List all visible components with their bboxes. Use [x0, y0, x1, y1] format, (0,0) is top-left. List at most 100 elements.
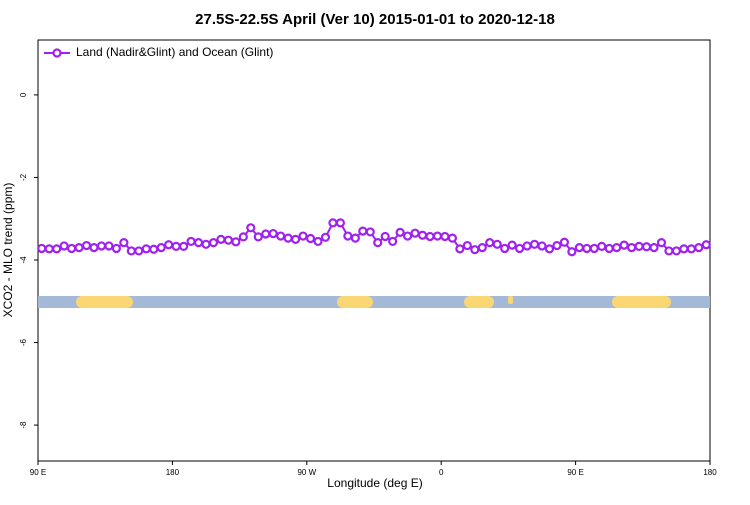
data-point [694, 243, 704, 253]
data-point [276, 231, 286, 241]
data-point [134, 246, 144, 256]
data-point [66, 243, 77, 254]
data-point [253, 232, 263, 242]
data-point [52, 244, 62, 254]
chart-title: 27.5S-22.5S April (Ver 10) 2015-01-01 to… [195, 11, 555, 28]
data-point [417, 230, 428, 240]
data-point [641, 242, 652, 252]
data-point [81, 240, 92, 251]
land-ocean-mask [38, 296, 710, 308]
land-segment [76, 296, 133, 308]
land-segment [612, 296, 671, 308]
data-point [119, 238, 129, 248]
data-point [462, 240, 472, 251]
data-point [432, 231, 443, 241]
data-point [89, 243, 99, 253]
y-axis-label: XCO2 - MLO trend (ppm) [1, 183, 15, 318]
data-point [141, 244, 151, 254]
data-point [313, 236, 323, 247]
data-point [96, 241, 107, 251]
x-tick-label: 0 [439, 468, 444, 477]
data-point [231, 237, 241, 247]
data-point [283, 233, 293, 243]
x-axis-label: Longitude (deg E) [327, 476, 422, 490]
data-point [649, 243, 659, 253]
data-point [455, 244, 465, 254]
data-point [171, 241, 181, 251]
x-tick-label: 180 [703, 468, 717, 477]
data-point [507, 240, 517, 250]
data-point [305, 233, 316, 244]
y-tick-label: -6 [19, 338, 28, 346]
data-point [328, 218, 338, 228]
data-point [589, 243, 599, 254]
data-point [268, 228, 278, 239]
land-segment [508, 296, 513, 304]
data-point [358, 226, 368, 236]
land-segment [464, 296, 494, 308]
data-point [261, 229, 271, 239]
data-point [440, 231, 450, 242]
data-point [179, 241, 189, 251]
data-point [552, 240, 562, 251]
data-point [238, 232, 248, 242]
y-tick-label: -2 [19, 173, 28, 181]
data-point [343, 231, 353, 241]
data-point [223, 235, 233, 245]
data-point [492, 239, 502, 249]
data-point [193, 238, 204, 248]
data-point [246, 223, 256, 233]
legend-marker [52, 48, 62, 58]
data-point [350, 233, 360, 243]
data-point [201, 239, 211, 249]
data-point [59, 241, 69, 251]
y-tick-label: -4 [19, 256, 28, 264]
data-point [500, 243, 510, 254]
data-point [529, 239, 540, 249]
data-point [470, 245, 480, 255]
data-point [514, 243, 525, 254]
data-point [597, 241, 607, 251]
data-point [320, 232, 331, 242]
data-point [410, 228, 420, 238]
data-point [686, 244, 696, 254]
data-point [425, 231, 435, 242]
data-point [612, 243, 622, 253]
data-point [626, 243, 637, 253]
data-point [335, 218, 345, 228]
data-point [604, 243, 614, 254]
data-point [403, 231, 413, 241]
data-point [104, 241, 114, 251]
land-segment [337, 296, 373, 308]
data-point [149, 244, 159, 254]
data-point [365, 227, 375, 237]
data-point [373, 238, 383, 248]
data-point [679, 244, 689, 254]
data-point [701, 240, 711, 250]
data-point [582, 243, 592, 254]
data-point [380, 231, 390, 242]
data-point [291, 234, 301, 244]
data-point [37, 243, 47, 254]
data-point [559, 237, 570, 247]
data-point [544, 244, 555, 254]
data-point [634, 241, 644, 251]
data-point [671, 246, 682, 256]
data-point [111, 243, 122, 254]
data-point [216, 234, 226, 244]
data-point [522, 241, 532, 251]
data-point [164, 240, 174, 250]
legend-label: Land (Nadir&Glint) and Ocean (Glint) [76, 45, 273, 59]
y-tick-label: -8 [19, 421, 28, 429]
data-point [395, 227, 405, 237]
x-tick-label: 180 [166, 468, 180, 477]
data-point [619, 240, 629, 250]
data-point [656, 238, 667, 248]
y-tick-label: 0 [19, 92, 28, 97]
data-point [156, 243, 166, 253]
ocean-band [38, 296, 710, 308]
data-point [447, 233, 457, 243]
data-point [208, 238, 219, 248]
data-point [388, 236, 398, 247]
